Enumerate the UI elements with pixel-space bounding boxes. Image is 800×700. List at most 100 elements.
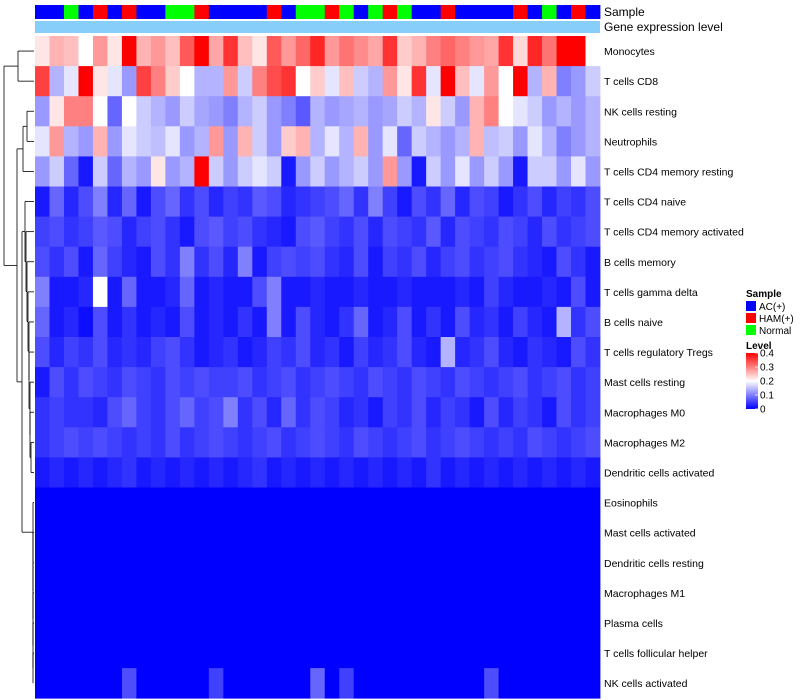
heatmap-cell — [150, 276, 166, 308]
heatmap-cell — [223, 367, 239, 398]
heatmap-cell — [208, 156, 224, 187]
heatmap-cell — [107, 96, 123, 127]
heatmap-cell — [571, 577, 586, 609]
heatmap-cell — [382, 246, 398, 278]
heatmap-cell — [585, 457, 601, 488]
heatmap-cell — [78, 126, 94, 157]
heatmap-cell — [382, 156, 398, 187]
heatmap-cell — [353, 216, 369, 248]
heatmap-cell — [382, 638, 398, 669]
heatmap-cell — [49, 487, 65, 518]
heatmap-cell — [585, 577, 601, 609]
sample-annotation-cell — [411, 5, 427, 19]
heatmap-cell — [179, 487, 195, 518]
row-label: T cells CD4 memory resting — [604, 166, 733, 178]
heatmap-cell — [498, 96, 514, 127]
heatmap-cell — [208, 126, 224, 157]
heatmap-cell — [121, 547, 137, 579]
heatmap-cell — [295, 186, 311, 217]
heatmap-cell — [49, 607, 65, 639]
heatmap-cell — [107, 186, 123, 217]
sample-annotation-cell — [527, 5, 543, 19]
heatmap-cell — [310, 96, 326, 127]
heatmap-cell — [527, 427, 543, 458]
heatmap-cell — [411, 607, 427, 639]
heatmap-cell — [556, 306, 572, 338]
heatmap-cell — [426, 487, 442, 518]
heatmap-cell — [281, 367, 297, 398]
heatmap-cell — [353, 577, 369, 609]
heatmap-cell — [353, 517, 369, 549]
heatmap-cell — [237, 66, 253, 97]
heatmap-cell — [411, 246, 427, 278]
heatmap-cell — [266, 36, 282, 67]
heatmap-cell — [150, 668, 166, 699]
heatmap-cell — [78, 547, 94, 579]
heatmap-cell — [295, 607, 311, 639]
heatmap-cell — [179, 306, 195, 338]
heatmap-cell — [426, 547, 442, 579]
heatmap-cell — [484, 337, 499, 368]
heatmap-cell — [527, 668, 543, 699]
heatmap-cell — [92, 487, 108, 518]
heatmap-cell — [455, 577, 471, 609]
heatmap-cell — [150, 427, 166, 458]
heatmap-cell — [556, 156, 572, 187]
heatmap-cell — [382, 126, 398, 157]
heatmap-cell — [484, 216, 499, 248]
heatmap-cell — [484, 367, 499, 398]
heatmap-cell — [353, 487, 369, 518]
heatmap-cell — [556, 126, 572, 157]
heatmap-cell — [368, 306, 384, 338]
heatmap-cell — [165, 397, 181, 428]
heatmap-cell — [281, 126, 297, 157]
heatmap-cell — [63, 487, 79, 518]
heatmap-cell — [107, 36, 123, 67]
heatmap-cell — [281, 216, 297, 248]
heatmap-cell — [368, 36, 384, 67]
heatmap-cell — [411, 276, 427, 308]
heatmap-cell — [339, 246, 355, 278]
heatmap-cell — [484, 427, 499, 458]
heatmap-cell — [35, 668, 50, 699]
heatmap-cell — [63, 306, 79, 338]
heatmap-cell — [237, 126, 253, 157]
heatmap-cell — [49, 367, 65, 398]
heatmap-cell — [121, 66, 137, 97]
heatmap-cell — [469, 487, 485, 518]
heatmap-cell — [542, 638, 557, 669]
heatmap-cell — [440, 367, 456, 398]
heatmap-cell — [571, 487, 586, 518]
heatmap-cell — [498, 276, 514, 308]
heatmap-cell — [513, 36, 528, 67]
heatmap-cell — [92, 216, 108, 248]
heatmap-cell — [484, 607, 499, 639]
heatmap-cell — [310, 246, 326, 278]
legend-tick-label: 0.4 — [760, 349, 774, 360]
heatmap-cell — [223, 668, 239, 699]
heatmap-cell — [266, 607, 282, 639]
heatmap-cell — [556, 337, 572, 368]
heatmap-cell — [35, 246, 50, 278]
heatmap-cell — [513, 276, 528, 308]
heatmap-cell — [310, 276, 326, 308]
heatmap-cell — [63, 186, 79, 217]
heatmap-cell — [556, 186, 572, 217]
heatmap-cell — [397, 96, 413, 127]
heatmap-cell — [121, 427, 137, 458]
sample-annotation-label: Sample — [604, 5, 645, 19]
legend-tick-label: 0 — [760, 405, 766, 416]
heatmap-cell — [107, 457, 123, 488]
heatmap-cell — [440, 337, 456, 368]
sample-annotation-cell — [78, 5, 94, 19]
row-label: Dendritic cells activated — [604, 467, 714, 479]
heatmap-cell — [223, 457, 239, 488]
heatmap-cell — [63, 246, 79, 278]
sample-annotation-cell — [252, 5, 268, 19]
heatmap-cell — [92, 186, 108, 217]
heatmap-cell — [310, 607, 326, 639]
heatmap-cell — [426, 638, 442, 669]
heatmap-cell — [252, 36, 268, 67]
heatmap-cell — [223, 246, 239, 278]
heatmap-cell — [194, 638, 210, 669]
